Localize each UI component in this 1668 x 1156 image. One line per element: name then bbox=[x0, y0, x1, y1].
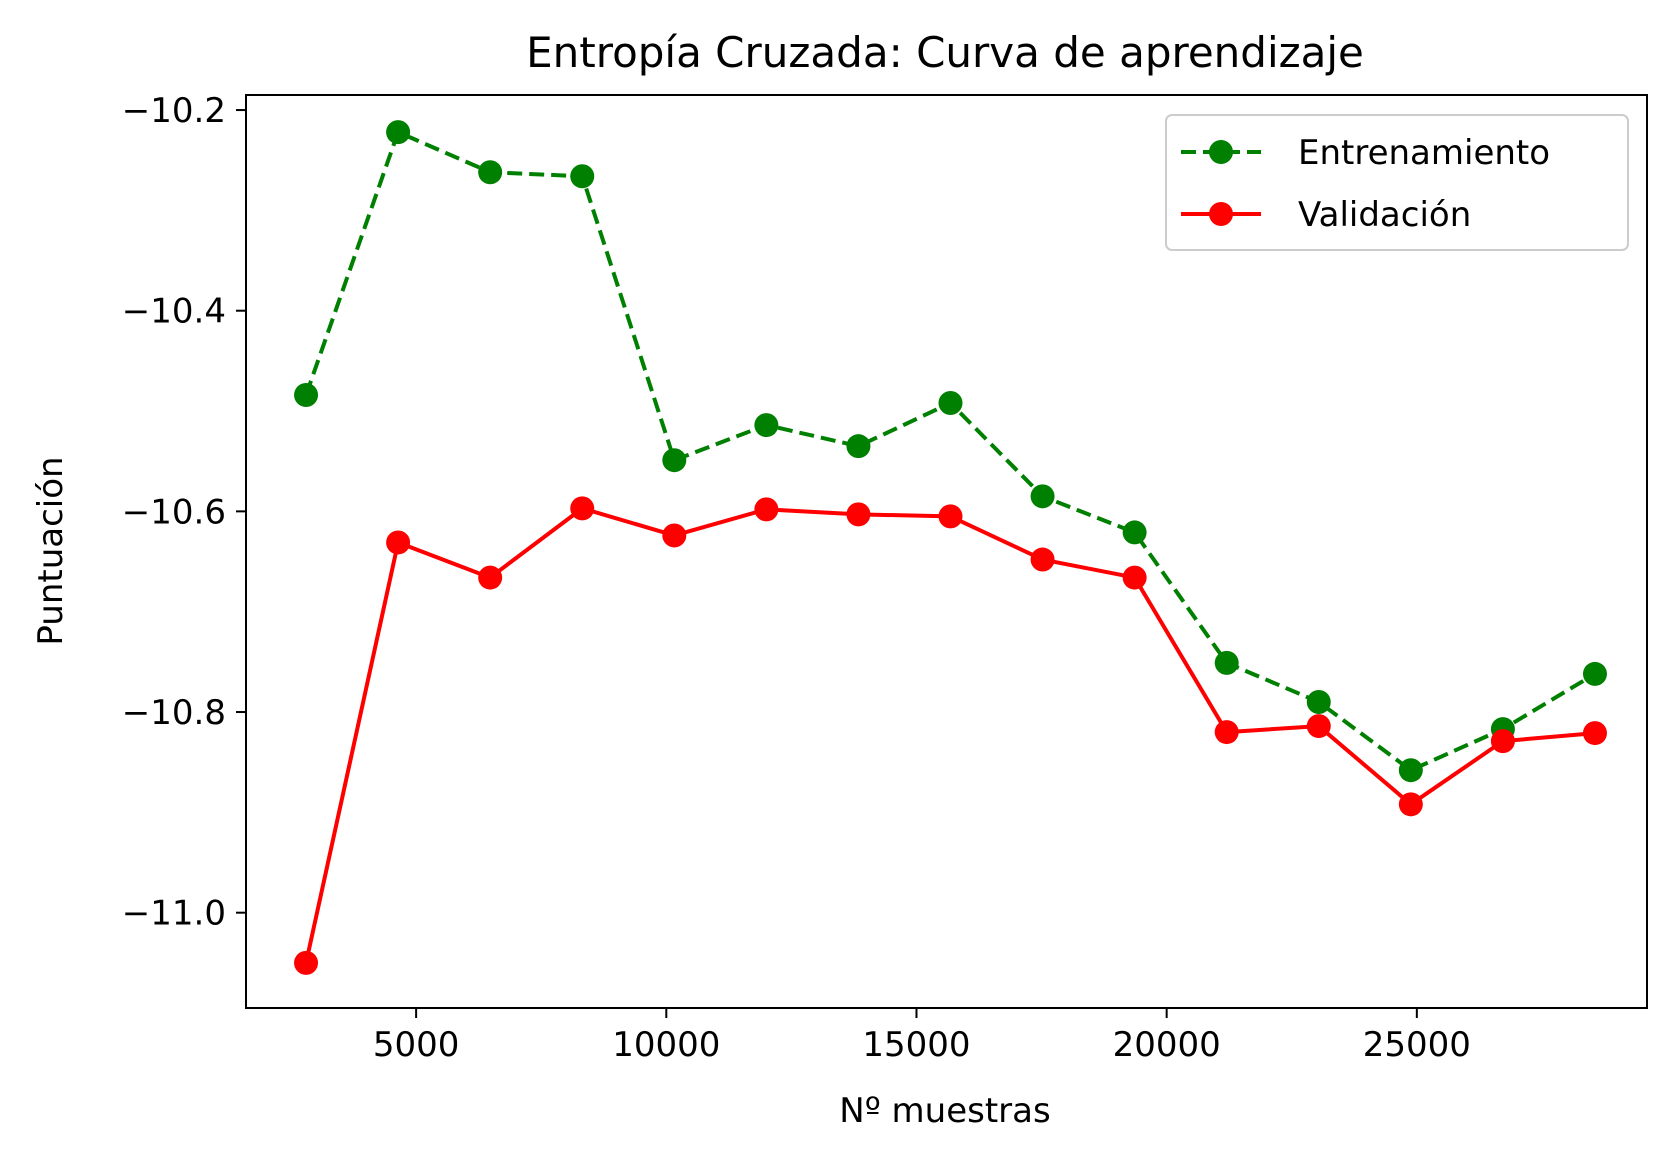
y-axis-label: Puntuación bbox=[31, 456, 71, 645]
y-tick-label: −10.4 bbox=[122, 292, 226, 332]
plot-frame bbox=[245, 94, 1648, 1009]
legend-marker bbox=[1209, 202, 1233, 226]
data-point bbox=[478, 565, 503, 590]
chart-title: Entropía Cruzada: Curva de aprendizaje bbox=[526, 28, 1364, 77]
data-point bbox=[570, 164, 595, 189]
data-point bbox=[386, 120, 411, 145]
x-axis-label: Nº muestras bbox=[839, 1091, 1050, 1131]
y-tick-label: −10.8 bbox=[122, 693, 226, 733]
x-tick-label: 20000 bbox=[1113, 1025, 1221, 1065]
data-point bbox=[1306, 689, 1331, 714]
data-point bbox=[1398, 792, 1423, 817]
data-point bbox=[754, 413, 779, 438]
y-tick-label: −11.0 bbox=[122, 894, 226, 934]
data-point bbox=[1030, 484, 1055, 509]
data-point bbox=[386, 530, 411, 555]
legend-entry: Validación bbox=[1181, 195, 1471, 235]
legend-marker bbox=[1209, 140, 1233, 164]
legend-label: Entrenamiento bbox=[1298, 133, 1550, 173]
data-point bbox=[938, 504, 963, 529]
legend-entry: Entrenamiento bbox=[1181, 133, 1550, 173]
legend-label: Validación bbox=[1298, 195, 1471, 235]
data-point bbox=[846, 434, 871, 459]
x-tick-label: 5000 bbox=[373, 1025, 460, 1065]
data-point bbox=[570, 496, 595, 521]
data-point bbox=[754, 497, 779, 522]
data-point bbox=[1030, 547, 1055, 572]
data-point bbox=[1122, 565, 1147, 590]
y-tick-label: −10.6 bbox=[122, 492, 226, 532]
series-training bbox=[294, 120, 1607, 783]
data-point bbox=[1398, 758, 1423, 783]
data-point bbox=[294, 382, 319, 407]
x-axis: 5000 10000 15000 20000 25000 bbox=[373, 1008, 1471, 1065]
data-point bbox=[1214, 720, 1239, 745]
data-point bbox=[1490, 729, 1515, 754]
series-validation bbox=[294, 496, 1607, 975]
legend: Entrenamiento Validación bbox=[1165, 114, 1629, 251]
data-point bbox=[1214, 650, 1239, 675]
data-point bbox=[1306, 714, 1331, 739]
y-axis: −11.0 −10.8 −10.6 −10.4 −10.2 bbox=[122, 91, 246, 934]
plot-area bbox=[294, 120, 1607, 975]
data-point bbox=[294, 950, 319, 975]
data-point bbox=[662, 448, 687, 473]
y-tick-label: −10.2 bbox=[122, 91, 226, 131]
x-tick-label: 15000 bbox=[862, 1025, 970, 1065]
data-point bbox=[478, 160, 503, 185]
data-point bbox=[846, 502, 871, 527]
x-tick-label: 25000 bbox=[1363, 1025, 1471, 1065]
x-tick-label: 10000 bbox=[612, 1025, 720, 1065]
data-point bbox=[662, 523, 687, 548]
data-point bbox=[1122, 520, 1147, 545]
legend-box bbox=[1165, 114, 1629, 251]
data-point bbox=[1582, 661, 1607, 686]
axes bbox=[245, 94, 1648, 1009]
data-point bbox=[1582, 721, 1607, 746]
data-point bbox=[938, 391, 963, 416]
